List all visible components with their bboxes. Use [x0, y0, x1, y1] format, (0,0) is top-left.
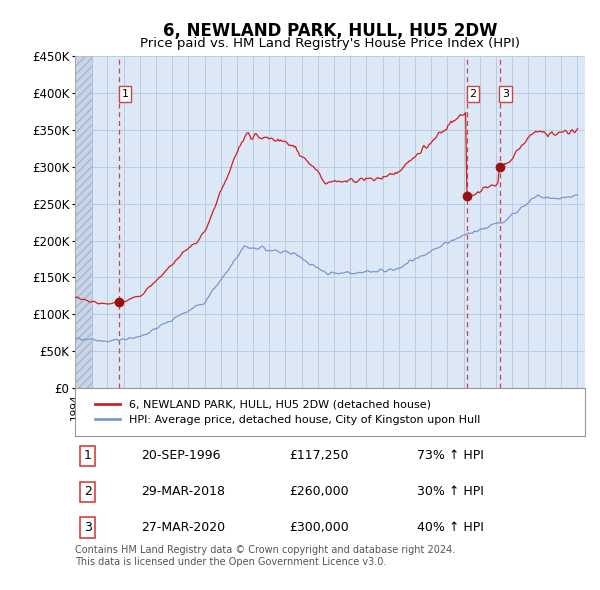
- Text: 30% ↑ HPI: 30% ↑ HPI: [417, 486, 484, 499]
- Text: 2: 2: [470, 89, 476, 99]
- Text: 73% ↑ HPI: 73% ↑ HPI: [417, 450, 484, 463]
- Text: Contains HM Land Registry data © Crown copyright and database right 2024.
This d: Contains HM Land Registry data © Crown c…: [75, 545, 455, 566]
- Text: 6, NEWLAND PARK, HULL, HU5 2DW: 6, NEWLAND PARK, HULL, HU5 2DW: [163, 22, 497, 41]
- Text: £300,000: £300,000: [289, 521, 349, 534]
- Text: £260,000: £260,000: [289, 486, 349, 499]
- Text: 20-SEP-1996: 20-SEP-1996: [142, 450, 221, 463]
- Text: £117,250: £117,250: [289, 450, 349, 463]
- Text: 1: 1: [121, 89, 128, 99]
- Text: Price paid vs. HM Land Registry's House Price Index (HPI): Price paid vs. HM Land Registry's House …: [140, 37, 520, 50]
- Text: 1: 1: [84, 450, 92, 463]
- Text: 3: 3: [502, 89, 509, 99]
- Text: 29-MAR-2018: 29-MAR-2018: [142, 486, 226, 499]
- Legend: 6, NEWLAND PARK, HULL, HU5 2DW (detached house), HPI: Average price, detached ho: 6, NEWLAND PARK, HULL, HU5 2DW (detached…: [91, 395, 484, 430]
- Text: 3: 3: [84, 521, 92, 534]
- Text: 40% ↑ HPI: 40% ↑ HPI: [417, 521, 484, 534]
- Text: 27-MAR-2020: 27-MAR-2020: [142, 521, 226, 534]
- Bar: [75, 56, 92, 388]
- Text: 2: 2: [84, 486, 92, 499]
